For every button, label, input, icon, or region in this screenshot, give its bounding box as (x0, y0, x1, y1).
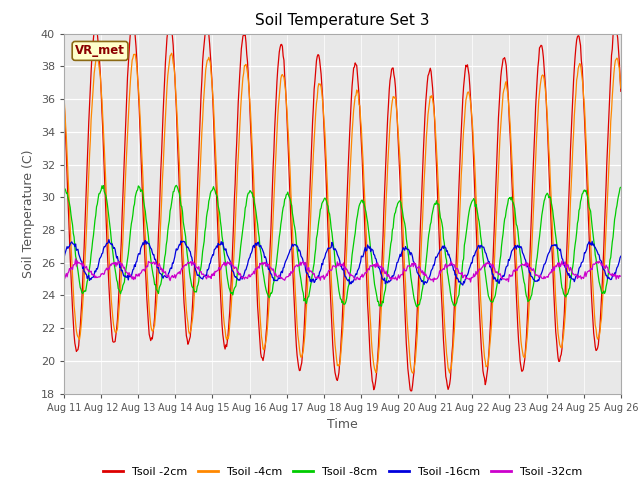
Text: VR_met: VR_met (75, 44, 125, 58)
Title: Soil Temperature Set 3: Soil Temperature Set 3 (255, 13, 429, 28)
X-axis label: Time: Time (327, 418, 358, 431)
Legend: Tsoil -2cm, Tsoil -4cm, Tsoil -8cm, Tsoil -16cm, Tsoil -32cm: Tsoil -2cm, Tsoil -4cm, Tsoil -8cm, Tsoi… (99, 463, 586, 480)
Y-axis label: Soil Temperature (C): Soil Temperature (C) (22, 149, 35, 278)
